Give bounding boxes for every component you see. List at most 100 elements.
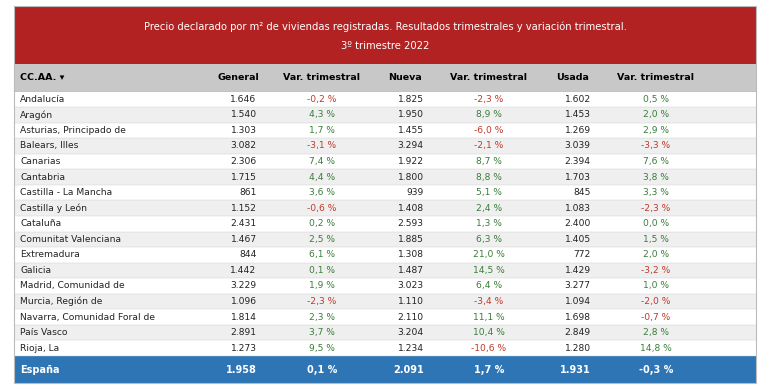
Text: Usada: Usada bbox=[556, 74, 589, 82]
Text: 1.280: 1.280 bbox=[564, 344, 591, 353]
Bar bbox=[14, 123, 756, 138]
Bar bbox=[14, 263, 756, 278]
Text: 3,6 %: 3,6 % bbox=[309, 188, 335, 197]
Text: 1.800: 1.800 bbox=[397, 173, 424, 182]
Text: 1.487: 1.487 bbox=[398, 266, 424, 275]
Text: 11,1 %: 11,1 % bbox=[473, 313, 504, 322]
Text: 2,9 %: 2,9 % bbox=[643, 126, 669, 135]
Text: 2.891: 2.891 bbox=[231, 328, 256, 337]
Text: Navarra, Comunidad Foral de: Navarra, Comunidad Foral de bbox=[20, 313, 155, 322]
Text: Asturias, Principado de: Asturias, Principado de bbox=[20, 126, 126, 135]
Text: 845: 845 bbox=[574, 188, 591, 197]
Text: 6,1 %: 6,1 % bbox=[309, 251, 335, 259]
Text: 6,4 %: 6,4 % bbox=[476, 282, 502, 291]
Text: 5,1 %: 5,1 % bbox=[476, 188, 502, 197]
Text: Andalucía: Andalucía bbox=[20, 95, 65, 104]
Bar bbox=[14, 356, 756, 383]
Text: 1.110: 1.110 bbox=[398, 297, 424, 306]
Bar bbox=[14, 325, 756, 340]
Text: 3º trimestre 2022: 3º trimestre 2022 bbox=[341, 40, 429, 51]
Text: 1.602: 1.602 bbox=[564, 95, 591, 104]
Text: Nueva: Nueva bbox=[389, 74, 422, 82]
Text: 1.405: 1.405 bbox=[564, 235, 591, 244]
Text: Aragón: Aragón bbox=[20, 110, 53, 119]
Text: 4,3 %: 4,3 % bbox=[309, 110, 335, 119]
Text: Castilla - La Mancha: Castilla - La Mancha bbox=[20, 188, 112, 197]
Text: 1.922: 1.922 bbox=[397, 157, 424, 166]
Text: 1.308: 1.308 bbox=[398, 251, 424, 259]
Bar bbox=[14, 200, 756, 216]
Text: 2.394: 2.394 bbox=[564, 157, 591, 166]
Text: 1.442: 1.442 bbox=[230, 266, 256, 275]
Bar bbox=[14, 309, 756, 325]
Text: -2,3 %: -2,3 % bbox=[307, 297, 336, 306]
Bar bbox=[14, 294, 756, 309]
Bar bbox=[14, 216, 756, 231]
Text: 2.091: 2.091 bbox=[393, 364, 424, 375]
Text: 3,7 %: 3,7 % bbox=[309, 328, 335, 337]
Text: 772: 772 bbox=[574, 251, 591, 259]
Bar bbox=[14, 231, 756, 247]
Text: 861: 861 bbox=[239, 188, 256, 197]
Text: 1.885: 1.885 bbox=[398, 235, 424, 244]
Text: -2,3 %: -2,3 % bbox=[474, 95, 504, 104]
Text: 2,3 %: 2,3 % bbox=[309, 313, 335, 322]
Text: 1.950: 1.950 bbox=[398, 110, 424, 119]
Text: España: España bbox=[20, 364, 59, 375]
Text: 9,5 %: 9,5 % bbox=[309, 344, 335, 353]
Bar bbox=[14, 247, 756, 263]
Bar bbox=[14, 169, 756, 185]
Text: Murcia, Región de: Murcia, Región de bbox=[20, 297, 102, 306]
Text: 3.023: 3.023 bbox=[397, 282, 424, 291]
Text: 1,7 %: 1,7 % bbox=[309, 126, 335, 135]
Text: Comunitat Valenciana: Comunitat Valenciana bbox=[20, 235, 121, 244]
Text: Var. trimestral: Var. trimestral bbox=[450, 74, 527, 82]
Text: 1.703: 1.703 bbox=[564, 173, 591, 182]
Text: 2.431: 2.431 bbox=[230, 219, 256, 228]
Text: 1.152: 1.152 bbox=[231, 204, 256, 213]
Text: 1.540: 1.540 bbox=[230, 110, 256, 119]
Text: 1,0 %: 1,0 % bbox=[643, 282, 669, 291]
Text: CC.AA. ▾: CC.AA. ▾ bbox=[20, 74, 65, 82]
Text: Madrid, Comunidad de: Madrid, Comunidad de bbox=[20, 282, 125, 291]
Text: -2,3 %: -2,3 % bbox=[641, 204, 671, 213]
Text: General: General bbox=[217, 74, 259, 82]
Text: 1.958: 1.958 bbox=[226, 364, 256, 375]
Bar bbox=[14, 107, 756, 123]
Text: 1.273: 1.273 bbox=[231, 344, 256, 353]
Text: 2.593: 2.593 bbox=[398, 219, 424, 228]
Text: 8,9 %: 8,9 % bbox=[476, 110, 502, 119]
Text: Cantabria: Cantabria bbox=[20, 173, 65, 182]
Text: 3.294: 3.294 bbox=[397, 142, 424, 151]
Text: 1.429: 1.429 bbox=[564, 266, 591, 275]
Bar bbox=[14, 91, 756, 107]
Text: 2.400: 2.400 bbox=[564, 219, 591, 228]
Text: 10,4 %: 10,4 % bbox=[473, 328, 505, 337]
Text: -0,6 %: -0,6 % bbox=[307, 204, 336, 213]
Text: Precio declarado por m² de viviendas registradas. Resultados trimestrales y vari: Precio declarado por m² de viviendas reg… bbox=[143, 22, 627, 32]
Bar bbox=[14, 64, 756, 91]
Text: País Vasco: País Vasco bbox=[20, 328, 68, 337]
Bar bbox=[14, 6, 756, 64]
Bar bbox=[14, 154, 756, 169]
Text: 1.646: 1.646 bbox=[230, 95, 256, 104]
Text: 1.096: 1.096 bbox=[230, 297, 256, 306]
Text: 3.204: 3.204 bbox=[397, 328, 424, 337]
Text: 1.814: 1.814 bbox=[231, 313, 256, 322]
Text: Var. trimestral: Var. trimestral bbox=[283, 74, 360, 82]
Text: 2.306: 2.306 bbox=[230, 157, 256, 166]
Text: -0,7 %: -0,7 % bbox=[641, 313, 671, 322]
Text: Galicia: Galicia bbox=[20, 266, 51, 275]
Text: 7,6 %: 7,6 % bbox=[643, 157, 669, 166]
Text: 6,3 %: 6,3 % bbox=[476, 235, 502, 244]
Text: 3.082: 3.082 bbox=[230, 142, 256, 151]
Text: -3,1 %: -3,1 % bbox=[307, 142, 336, 151]
Text: -3,2 %: -3,2 % bbox=[641, 266, 671, 275]
Text: 1.269: 1.269 bbox=[564, 126, 591, 135]
Text: 2.110: 2.110 bbox=[397, 313, 424, 322]
Text: 1.467: 1.467 bbox=[230, 235, 256, 244]
Text: Extremadura: Extremadura bbox=[20, 251, 80, 259]
Text: -2,0 %: -2,0 % bbox=[641, 297, 671, 306]
Text: -10,6 %: -10,6 % bbox=[471, 344, 507, 353]
Text: Balears, Illes: Balears, Illes bbox=[20, 142, 79, 151]
